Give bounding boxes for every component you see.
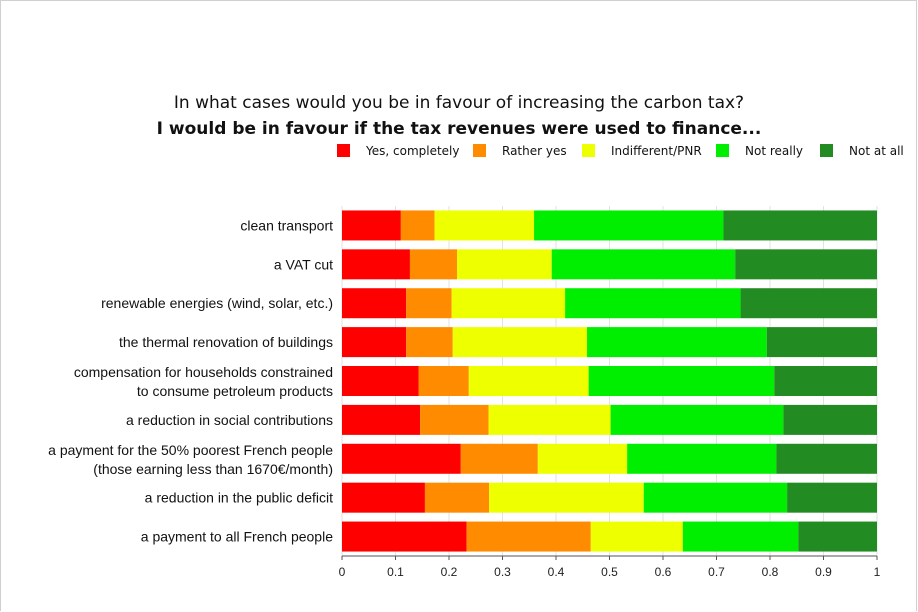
x-tick-label: 0.6 <box>655 565 672 579</box>
bar-segment <box>342 210 401 241</box>
bar-segment <box>643 482 788 513</box>
x-tick-label: 0.4 <box>548 565 565 579</box>
bar-segment <box>534 210 724 241</box>
bar-segment <box>468 366 589 396</box>
category-label: compensation for households constrained <box>74 364 333 380</box>
bar-segment <box>406 327 453 358</box>
bar-segment <box>783 404 877 435</box>
x-tick-label: 0.3 <box>494 565 511 579</box>
bar-segment <box>682 521 799 552</box>
bar-segment <box>587 327 767 358</box>
bar-segment <box>457 249 552 280</box>
x-tick-label: 0.5 <box>601 565 618 579</box>
bar-segment <box>400 210 435 241</box>
category-label: (those earning less than 1670€/month) <box>93 461 333 477</box>
bar-segment <box>409 249 458 280</box>
legend-label-not-really: Not really <box>745 144 804 158</box>
legend-swatch-rather-yes <box>473 144 486 157</box>
bar-segment <box>488 404 611 435</box>
legend-swatch-not-at-all <box>820 144 833 157</box>
bar-segment <box>342 404 421 435</box>
category-label: a reduction in the public deficit <box>145 490 333 506</box>
legend-label-not-at-all: Not at all <box>849 144 904 158</box>
bar-segment <box>342 521 467 552</box>
bar-segment <box>766 327 877 358</box>
x-tick-label: 1 <box>874 565 881 579</box>
bar-segment <box>590 521 683 552</box>
bar-segment <box>342 482 425 513</box>
x-tick-label: 0.7 <box>708 565 725 579</box>
bar-segment <box>452 327 588 358</box>
chart-title: In what cases would you be in favour of … <box>173 93 745 113</box>
bar-segment <box>798 521 877 552</box>
bar-segment <box>565 288 741 319</box>
bar-segment <box>451 288 566 319</box>
x-tick-label: 0.2 <box>441 565 458 579</box>
bar-segment <box>342 288 407 319</box>
bar-segment <box>342 327 407 358</box>
bar-segment <box>740 288 877 319</box>
bar-segment <box>466 521 591 552</box>
category-label: a payment to all French people <box>141 529 333 545</box>
bar-segment <box>342 443 461 474</box>
legend-swatch-yes-completely <box>337 144 350 157</box>
category-label: a reduction in social contributions <box>126 412 333 428</box>
bar-segment <box>424 482 490 513</box>
category-label: renewable energies (wind, solar, etc.) <box>101 295 333 311</box>
bar-segment <box>537 443 628 474</box>
bar-segment <box>418 366 469 396</box>
bar-segment <box>420 404 489 435</box>
legend-swatch-indifferent <box>582 144 595 157</box>
bar-segment <box>787 482 877 513</box>
bar-segment <box>776 443 877 474</box>
chart-subtitle: I would be in favour if the tax revenues… <box>156 119 762 139</box>
legend-swatch-not-really <box>716 144 729 157</box>
bar-segment <box>460 443 538 474</box>
bar-segment <box>342 249 410 280</box>
legend-label-indifferent: Indifferent/PNR <box>611 144 702 158</box>
x-tick-label: 0 <box>339 565 346 579</box>
x-tick-label: 0.8 <box>762 565 779 579</box>
category-label: the thermal renovation of buildings <box>119 334 333 350</box>
bar-segment <box>342 366 419 396</box>
bar-segment <box>627 443 777 474</box>
bar-segment <box>723 210 877 241</box>
category-label: to consume petroleum products <box>137 383 333 399</box>
bar-segment <box>588 366 775 396</box>
bar-segment <box>489 482 644 513</box>
bar-segment <box>774 366 877 396</box>
category-label: a VAT cut <box>274 256 333 272</box>
bar-segment <box>610 404 784 435</box>
bar-segment <box>551 249 736 280</box>
category-label: a payment for the 50% poorest French peo… <box>48 442 333 458</box>
x-tick-label: 0.1 <box>387 565 404 579</box>
x-tick-label: 0.9 <box>815 565 832 579</box>
category-label: clean transport <box>240 217 333 233</box>
bar-segment <box>434 210 535 241</box>
bar-segment <box>735 249 877 280</box>
bar-segment <box>406 288 452 319</box>
legend-label-rather-yes: Rather yes <box>502 144 567 158</box>
legend: Yes, completely Rather yes Indifferent/P… <box>0 143 918 159</box>
legend-label-yes-completely: Yes, completely <box>366 144 460 158</box>
